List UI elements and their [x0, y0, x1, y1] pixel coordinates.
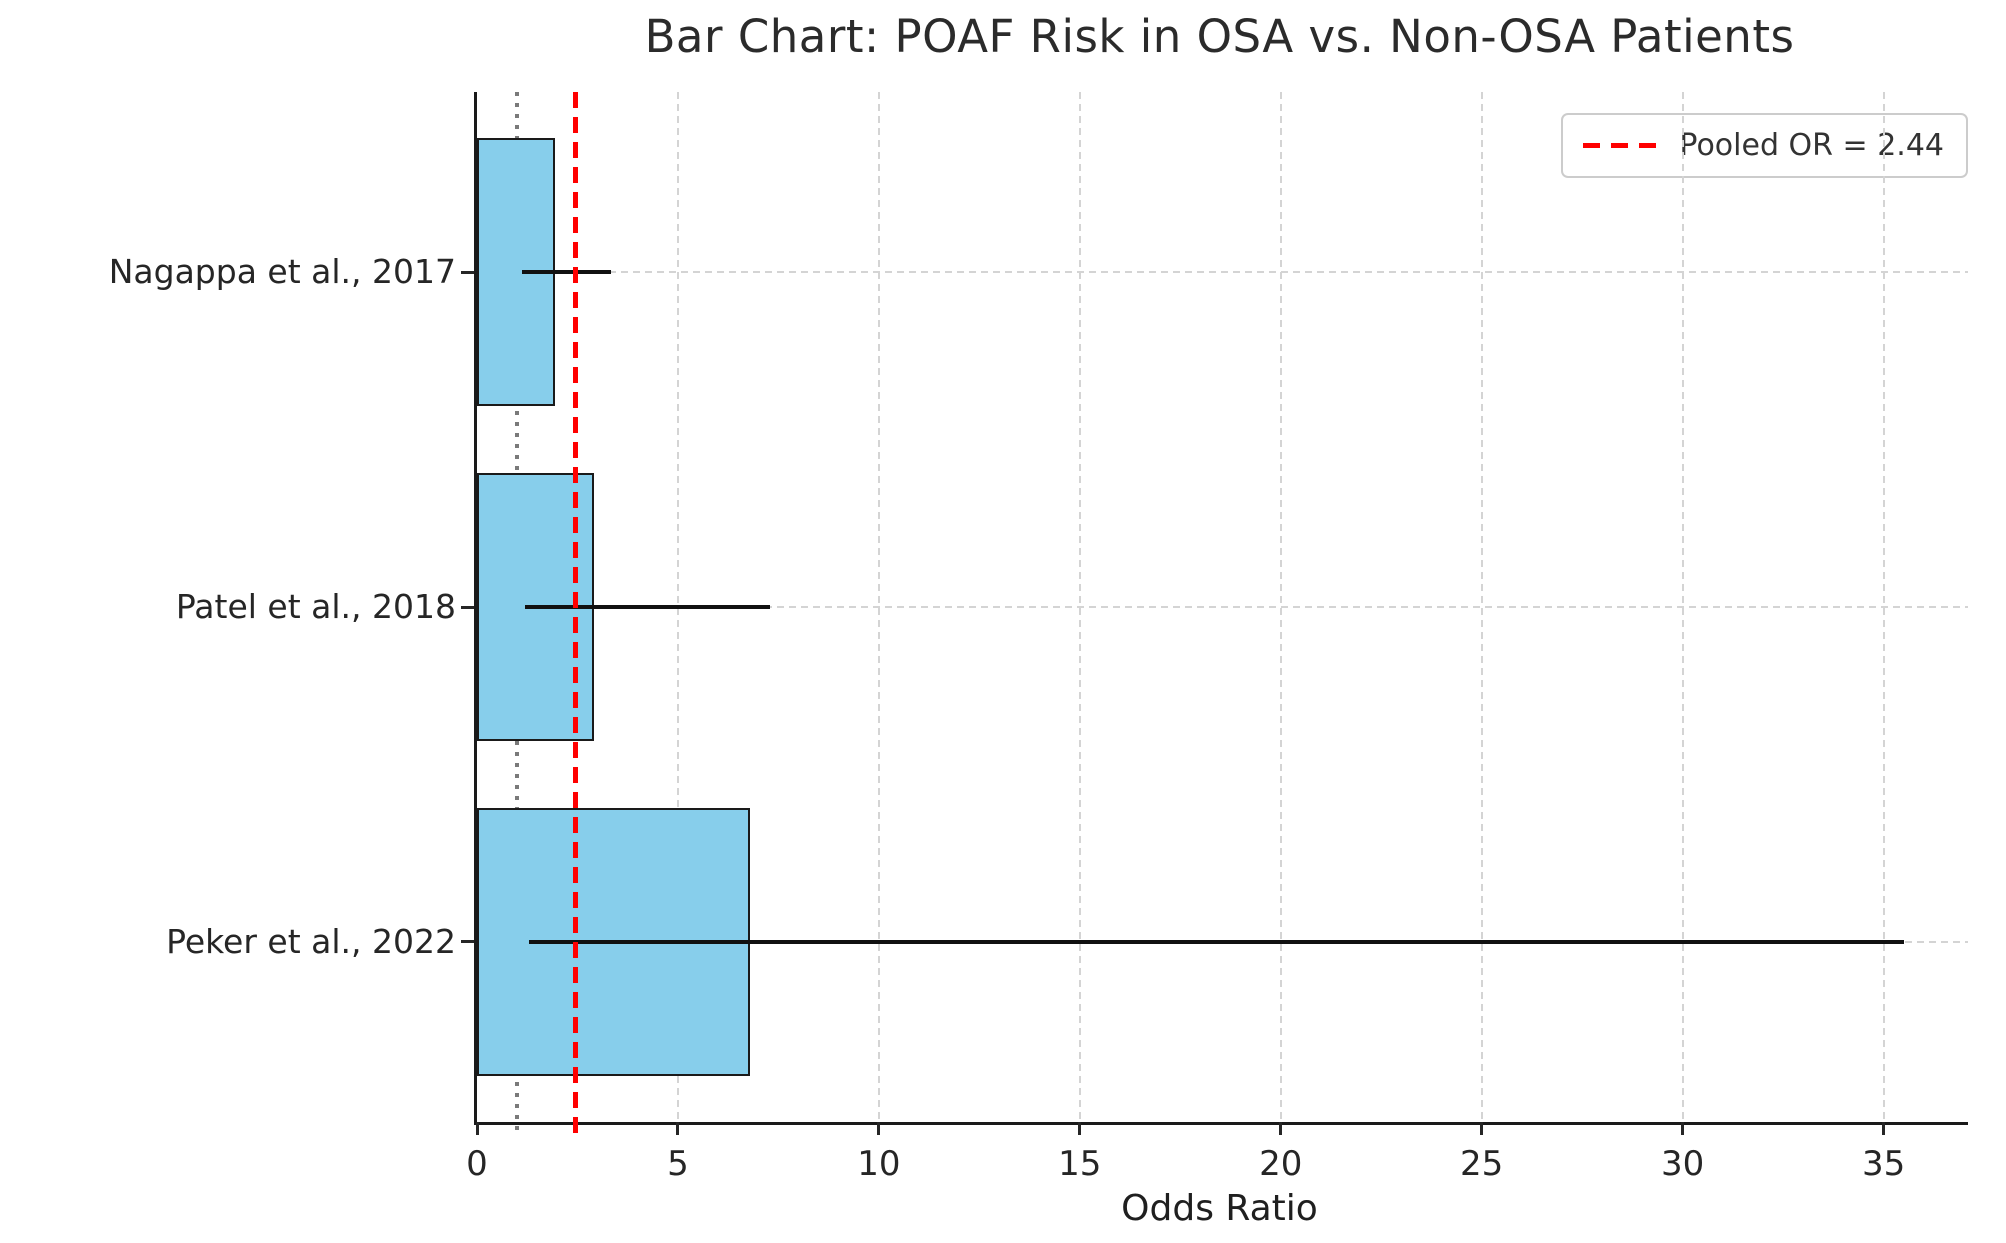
- horizontal-gridline: [477, 606, 1968, 608]
- pooled-or-dashed-line-icon: [1583, 143, 1658, 148]
- x-tick-label: 5: [667, 1144, 689, 1184]
- x-tick-mark: [877, 1122, 881, 1135]
- pooled-or-line: [572, 92, 578, 1136]
- x-tick-mark: [1279, 1122, 1283, 1135]
- y-category-label: Patel et al., 2018: [175, 587, 456, 626]
- error-bar: [522, 270, 611, 275]
- y-category-label: Peker et al., 2022: [166, 921, 456, 961]
- y-category-label: Nagappa et al., 2017: [108, 252, 456, 292]
- x-tick-mark: [1681, 1122, 1685, 1135]
- x-tick-mark: [475, 1122, 479, 1135]
- x-tick-label: 30: [1661, 1144, 1705, 1184]
- y-tick-mark: [461, 940, 474, 944]
- x-tick-label: 15: [1058, 1144, 1102, 1184]
- x-tick-mark: [1078, 1122, 1082, 1135]
- legend: Pooled OR = 2.44: [1561, 113, 1968, 178]
- legend-label: Pooled OR = 2.44: [1679, 128, 1944, 163]
- chart-title: Bar Chart: POAF Risk in OSA vs. Non-OSA …: [644, 10, 1795, 63]
- x-tick-mark: [676, 1122, 680, 1135]
- x-axis-label: Odds Ratio: [1121, 1188, 1318, 1229]
- x-tick-label: 0: [466, 1144, 488, 1184]
- horizontal-gridline: [477, 271, 1968, 274]
- y-tick-mark: [461, 270, 474, 274]
- error-bar: [529, 939, 1904, 944]
- x-tick-label: 25: [1460, 1144, 1504, 1184]
- plot-area: Pooled OR = 2.44 0 5 10 15 20 25 30 35: [461, 92, 1968, 1184]
- error-bar: [525, 605, 771, 609]
- x-tick-label: 35: [1861, 1144, 1906, 1184]
- x-tick-label: 20: [1259, 1144, 1303, 1184]
- x-tick-mark: [1882, 1122, 1886, 1135]
- x-tick-mark: [1480, 1122, 1484, 1135]
- y-tick-mark: [461, 605, 474, 609]
- x-tick-label: 10: [857, 1144, 901, 1184]
